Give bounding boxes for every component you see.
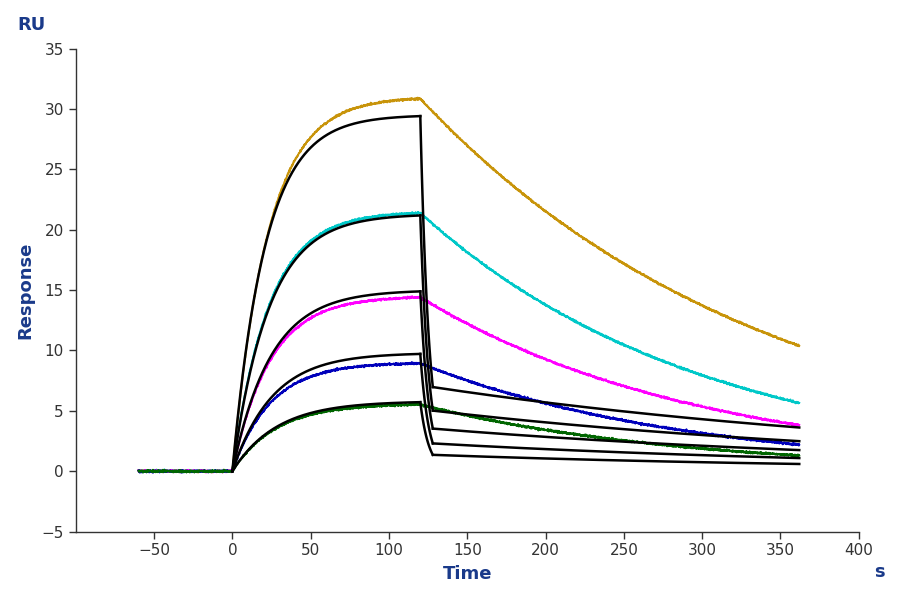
- X-axis label: Time: Time: [443, 565, 492, 583]
- Text: RU: RU: [17, 16, 45, 34]
- Y-axis label: Response: Response: [17, 241, 35, 339]
- Text: s: s: [875, 563, 885, 581]
